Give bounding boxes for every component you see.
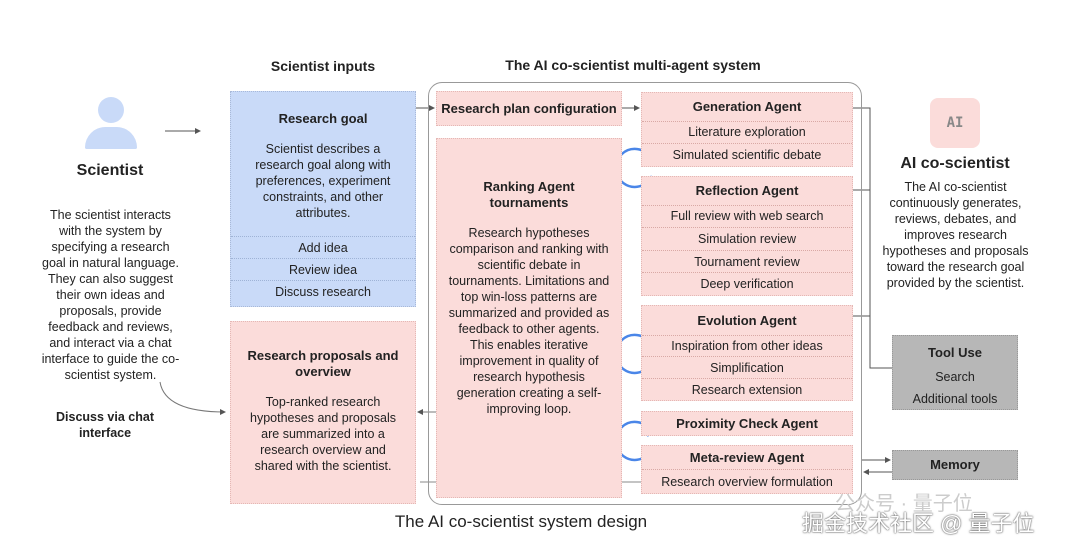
agent-title: Generation Agent (692, 99, 802, 115)
proposals-text: Top-ranked research hypotheses and propo… (250, 395, 396, 473)
agent-title: Proximity Check Agent (676, 416, 818, 431)
chat-interface-label: Discuss via chat interface (56, 410, 154, 440)
system-title: The AI co-scientist multi-agent system (505, 57, 761, 73)
ranking-title: Ranking Agent tournaments (483, 179, 575, 210)
research-proposals-box: Research proposals and overview Top-rank… (230, 321, 416, 504)
agent-title: Evolution Agent (697, 312, 797, 328)
ai-badge-icon: AI (930, 98, 980, 148)
tool-item: Search (935, 370, 975, 384)
watermark-line1: 公众号 · 量子位 (835, 493, 973, 515)
agent-item: Inspiration from other ideas (642, 334, 852, 357)
system-container (428, 82, 862, 505)
watermark-line2: 掘金技术社区 @ 量子位 (802, 511, 1035, 536)
review-idea-button[interactable]: Review idea (231, 258, 415, 280)
ai-title: AI co-scientist (900, 155, 1010, 172)
evolution-agent: Evolution Agent Inspiration from other i… (641, 305, 853, 401)
scientist-title: Scientist (76, 162, 144, 179)
reflection-agent: Reflection Agent Full review with web se… (641, 176, 853, 296)
scientist-description: The scientist interacts with the system … (41, 208, 180, 382)
add-idea-button[interactable]: Add idea (231, 236, 415, 258)
inputs-title: Scientist inputs (270, 58, 376, 74)
caption: The AI co-scientist system design (394, 512, 648, 531)
agent-item: Simplification (642, 356, 852, 378)
research-plan-configuration: Research plan configuration (436, 91, 622, 126)
ai-description: The AI co-scientist continuously generat… (882, 180, 1029, 290)
agent-item: Research extension (642, 378, 852, 400)
proximity-check-agent: Proximity Check Agent (641, 411, 853, 436)
discuss-research-button[interactable]: Discuss research (231, 280, 415, 302)
research-goal-title: Research goal (278, 111, 368, 126)
agent-item: Literature exploration (642, 120, 852, 144)
tool-item: Additional tools (912, 392, 998, 406)
agent-item: Simulated scientific debate (642, 143, 852, 166)
research-goal-box: Research goal Scientist describes a rese… (230, 91, 416, 307)
ranking-agent-box: Ranking Agent tournaments Research hypot… (436, 138, 622, 498)
meta-review-agent: Meta-review Agent Research overview form… (641, 445, 853, 494)
agent-item: Research overview formulation (642, 469, 852, 493)
proposals-title: Research proposals and overview (247, 348, 399, 379)
agent-item: Tournament review (642, 249, 852, 273)
agent-item: Simulation review (642, 227, 852, 250)
agent-item: Full review with web search (642, 204, 852, 228)
agent-title: Meta-review Agent (689, 450, 805, 466)
generation-agent: Generation Agent Literature exploration … (641, 92, 853, 167)
tool-use-box: Tool Use Search Additional tools (892, 335, 1018, 410)
scientist-avatar-icon (85, 97, 137, 149)
tool-use-title: Tool Use (928, 345, 982, 360)
memory-box: Memory (892, 450, 1018, 480)
ranking-text: Research hypotheses comparison and ranki… (448, 226, 610, 416)
research-goal-text: Scientist describes a research goal alon… (255, 142, 391, 220)
agent-item: Deep verification (642, 272, 852, 295)
agent-title: Reflection Agent (695, 183, 799, 199)
